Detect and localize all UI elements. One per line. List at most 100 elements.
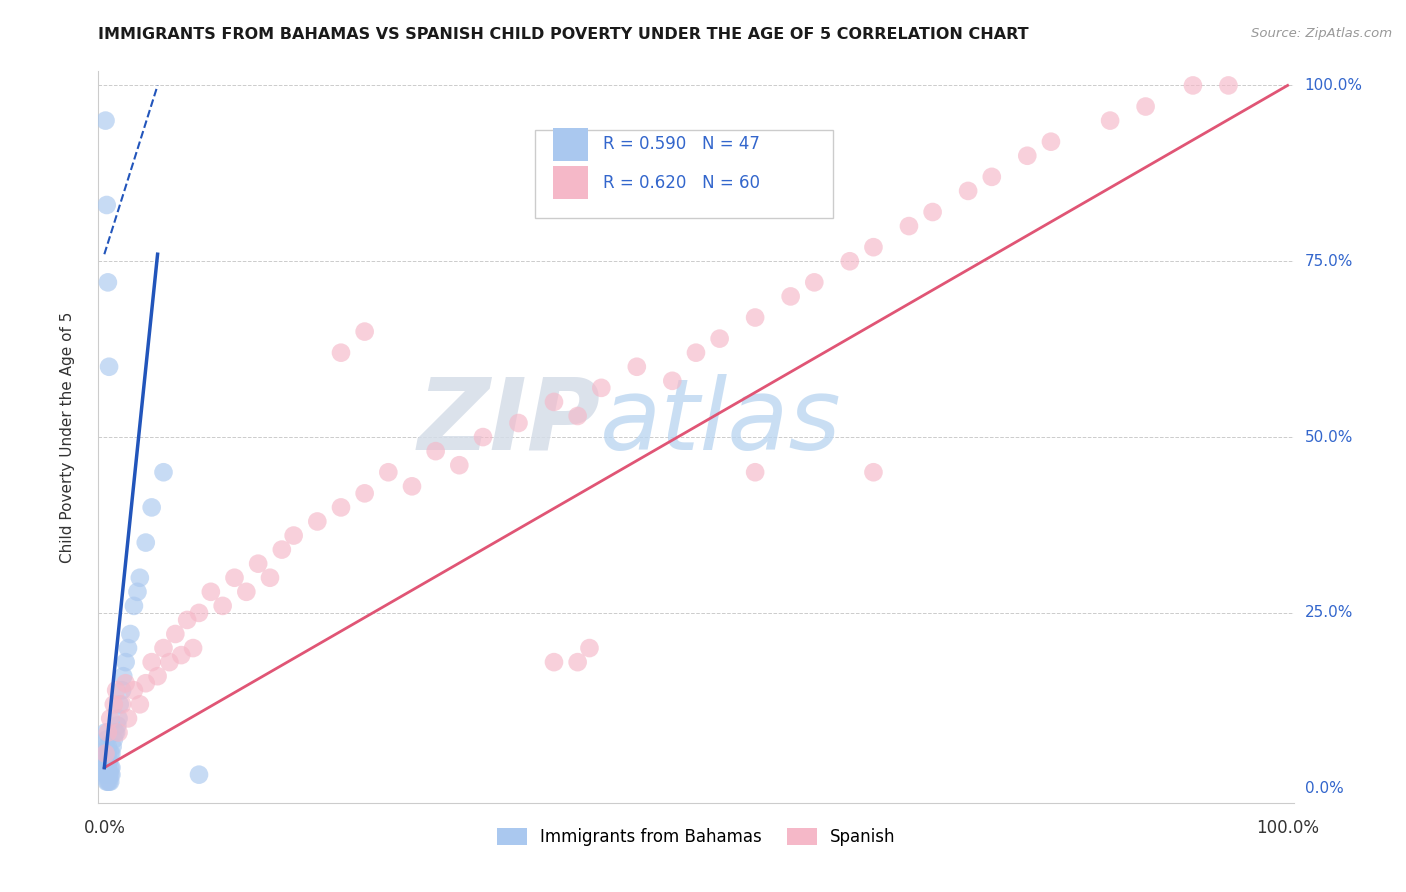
Point <box>114 655 136 669</box>
Text: 25.0%: 25.0% <box>1305 606 1353 621</box>
Point <box>181 641 204 656</box>
Point <box>101 739 124 754</box>
Point <box>98 774 121 789</box>
Point <box>97 774 120 789</box>
Point <box>141 655 163 669</box>
Point <box>105 725 128 739</box>
Point <box>1181 78 1204 93</box>
Point <box>449 458 471 473</box>
Point <box>98 767 121 781</box>
Point <box>100 761 122 775</box>
Point <box>135 535 157 549</box>
Point <box>128 698 150 712</box>
Point <box>103 732 125 747</box>
Point <box>97 739 120 754</box>
Point <box>100 747 122 761</box>
Point <box>96 774 118 789</box>
Point <box>200 584 222 599</box>
Point <box>107 725 129 739</box>
Text: R = 0.590   N = 47: R = 0.590 N = 47 <box>603 136 759 153</box>
Point <box>105 718 128 732</box>
Point <box>567 409 589 423</box>
Point <box>112 669 135 683</box>
Point <box>1039 135 1062 149</box>
Point <box>685 345 707 359</box>
Point <box>122 683 145 698</box>
Bar <box>553 167 589 199</box>
Point <box>152 465 174 479</box>
Point <box>94 739 117 754</box>
Point <box>578 641 600 656</box>
Point <box>117 641 139 656</box>
Point <box>259 571 281 585</box>
Point <box>98 359 121 374</box>
Point <box>146 669 169 683</box>
Text: ZIP: ZIP <box>418 374 600 471</box>
Point <box>98 747 121 761</box>
Point <box>744 465 766 479</box>
Point <box>100 767 122 781</box>
Point <box>111 698 134 712</box>
Point <box>401 479 423 493</box>
Point <box>283 528 305 542</box>
Point <box>94 747 117 761</box>
Point <box>472 430 495 444</box>
Text: Source: ZipAtlas.com: Source: ZipAtlas.com <box>1251 27 1392 40</box>
Text: atlas: atlas <box>600 374 842 471</box>
Legend: Immigrants from Bahamas, Spanish: Immigrants from Bahamas, Spanish <box>489 822 903 853</box>
Point <box>94 725 117 739</box>
Text: R = 0.620   N = 60: R = 0.620 N = 60 <box>603 174 759 192</box>
Point <box>353 486 375 500</box>
Point <box>111 683 134 698</box>
Point <box>1135 99 1157 113</box>
Point <box>120 627 142 641</box>
Point <box>188 606 211 620</box>
Point <box>128 571 150 585</box>
Point <box>105 683 128 698</box>
Point <box>897 219 920 233</box>
Point <box>353 325 375 339</box>
Point <box>141 500 163 515</box>
Point <box>176 613 198 627</box>
Point <box>567 655 589 669</box>
Text: 50.0%: 50.0% <box>1305 430 1353 444</box>
Point <box>744 310 766 325</box>
Point <box>1218 78 1240 93</box>
Point <box>96 754 118 768</box>
Bar <box>553 128 589 161</box>
Point <box>98 774 121 789</box>
Point <box>104 725 127 739</box>
Point <box>1017 149 1039 163</box>
Point <box>235 584 257 599</box>
Point <box>921 205 943 219</box>
Point <box>307 515 329 529</box>
Point <box>97 747 120 761</box>
Point <box>508 416 530 430</box>
Point <box>127 584 149 599</box>
Point <box>94 113 117 128</box>
Point <box>94 767 117 781</box>
Point <box>96 761 118 775</box>
Point <box>94 747 117 761</box>
Point <box>152 641 174 656</box>
Point <box>270 542 292 557</box>
Point <box>97 767 120 781</box>
Text: 100.0%: 100.0% <box>1305 78 1362 93</box>
Point <box>98 767 121 781</box>
Point <box>97 725 120 739</box>
Point <box>96 767 118 781</box>
Point <box>108 698 131 712</box>
Point <box>97 754 120 768</box>
FancyBboxPatch shape <box>534 130 834 218</box>
Point <box>98 761 121 775</box>
Point <box>626 359 648 374</box>
Point <box>543 655 565 669</box>
Point <box>779 289 801 303</box>
Text: IMMIGRANTS FROM BAHAMAS VS SPANISH CHILD POVERTY UNDER THE AGE OF 5 CORRELATION : IMMIGRANTS FROM BAHAMAS VS SPANISH CHILD… <box>98 27 1029 42</box>
Point <box>862 240 884 254</box>
Point <box>103 698 125 712</box>
Point <box>96 747 118 761</box>
Point <box>803 276 825 290</box>
Point <box>543 395 565 409</box>
Point <box>107 711 129 725</box>
